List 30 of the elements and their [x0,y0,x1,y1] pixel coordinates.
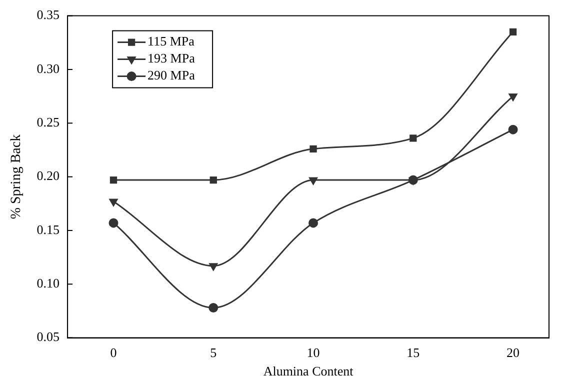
legend-label: 290 MPa [148,68,196,83]
legend-label: 193 MPa [148,50,196,66]
x-axis-title: Alumina Content [263,364,354,379]
x-tick-label: 15 [406,345,420,360]
point [310,145,317,152]
y-tick-label: 0.20 [36,168,60,184]
point [209,263,218,271]
point [410,134,417,142]
x-tick-label: 20 [506,345,520,360]
point [309,177,318,185]
y-axis-title: % Spring Back [9,134,24,220]
point [308,218,318,228]
point [508,94,518,102]
y-tick-label: 0.10 [36,276,60,291]
x-tick-label: 0 [110,345,117,360]
y-tick-label: 0.25 [36,114,60,130]
point [210,176,217,184]
y-tick-label: 0.15 [36,222,60,237]
point [110,176,118,184]
y-tick-label: 0.30 [36,60,60,76]
point [509,28,517,36]
point [109,198,118,206]
x-tick-label: 10 [306,345,320,360]
x-tick-label: 5 [210,345,217,360]
legend-label: 115 MPa [148,34,195,49]
point [108,218,118,228]
point [508,124,518,134]
y-tick-label: 0.05 [36,329,60,344]
y-tick-label: 0.35 [36,7,60,22]
point [208,302,218,312]
